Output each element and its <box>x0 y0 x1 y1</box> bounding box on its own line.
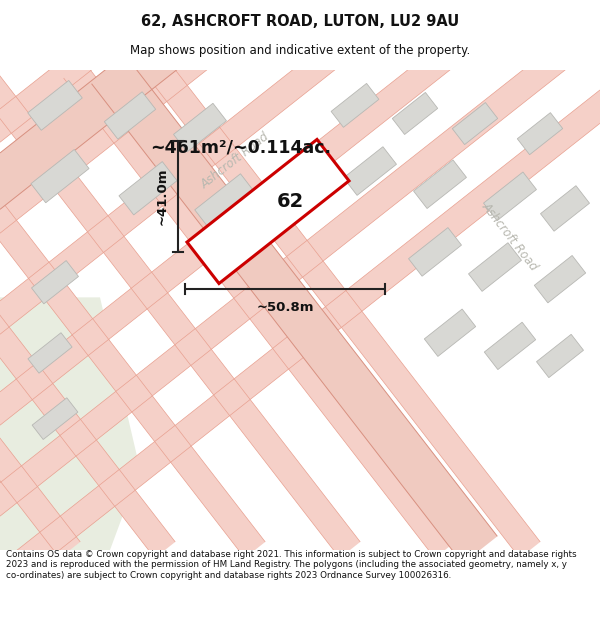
Polygon shape <box>0 0 600 209</box>
Polygon shape <box>0 9 600 516</box>
Polygon shape <box>0 298 140 550</box>
Polygon shape <box>92 56 497 564</box>
Text: ~461m²/~0.114ac.: ~461m²/~0.114ac. <box>150 139 331 157</box>
Polygon shape <box>32 261 79 304</box>
Polygon shape <box>173 103 226 152</box>
Polygon shape <box>28 81 82 130</box>
Polygon shape <box>64 62 455 558</box>
Polygon shape <box>392 92 438 134</box>
Polygon shape <box>187 139 349 284</box>
Polygon shape <box>413 160 466 209</box>
Polygon shape <box>484 172 536 221</box>
Polygon shape <box>0 0 600 142</box>
Polygon shape <box>0 0 600 334</box>
Text: Ashcroft Road: Ashcroft Road <box>479 200 541 273</box>
Polygon shape <box>424 309 476 356</box>
Polygon shape <box>31 149 89 202</box>
Polygon shape <box>0 62 265 558</box>
Polygon shape <box>541 186 590 231</box>
Polygon shape <box>484 322 536 369</box>
Polygon shape <box>452 102 498 144</box>
Polygon shape <box>517 112 563 155</box>
Polygon shape <box>0 90 600 597</box>
Polygon shape <box>0 62 360 558</box>
Polygon shape <box>0 0 600 425</box>
Polygon shape <box>32 398 78 439</box>
Polygon shape <box>104 92 155 139</box>
Polygon shape <box>0 0 600 233</box>
Text: 62, ASHCROFT ROAD, LUTON, LU2 9AU: 62, ASHCROFT ROAD, LUTON, LU2 9AU <box>141 14 459 29</box>
Polygon shape <box>0 62 80 558</box>
Polygon shape <box>0 62 175 558</box>
Polygon shape <box>536 334 583 378</box>
Text: Ashcroft Road: Ashcroft Road <box>199 131 272 192</box>
Text: 62: 62 <box>277 192 304 211</box>
Text: Contains OS data © Crown copyright and database right 2021. This information is : Contains OS data © Crown copyright and d… <box>6 550 577 580</box>
Text: ~50.8m: ~50.8m <box>256 301 314 314</box>
Text: ~41.0m: ~41.0m <box>155 168 169 225</box>
Polygon shape <box>409 228 461 276</box>
Polygon shape <box>195 174 255 229</box>
Polygon shape <box>149 62 540 558</box>
Polygon shape <box>535 256 586 303</box>
Polygon shape <box>331 83 379 127</box>
Polygon shape <box>28 332 72 373</box>
Text: Map shows position and indicative extent of the property.: Map shows position and indicative extent… <box>130 44 470 57</box>
Polygon shape <box>344 147 397 196</box>
Polygon shape <box>119 162 177 215</box>
Polygon shape <box>469 242 521 291</box>
